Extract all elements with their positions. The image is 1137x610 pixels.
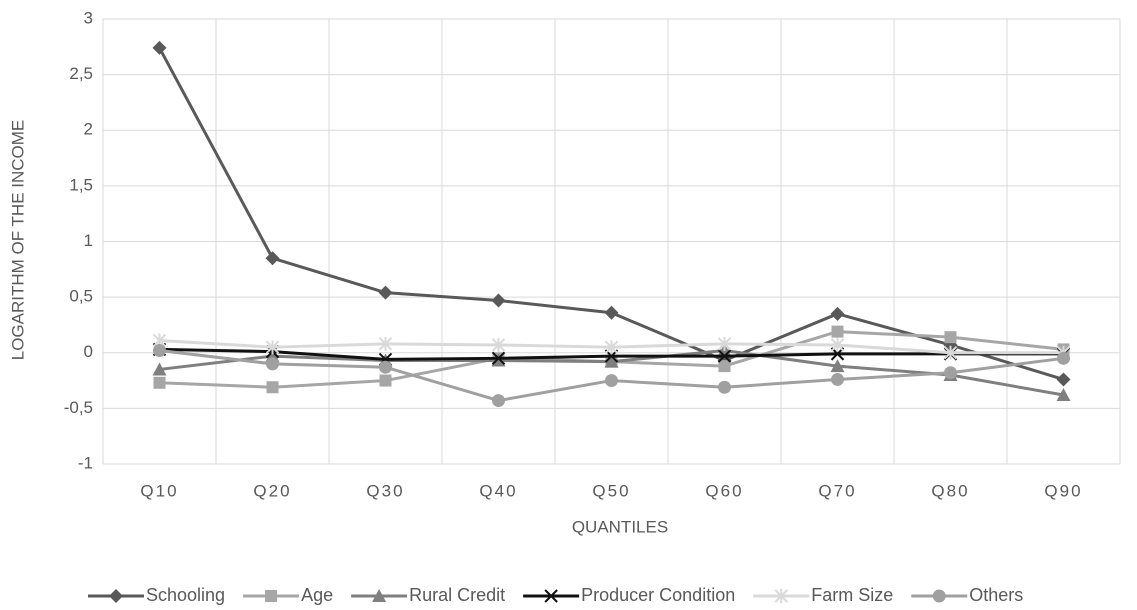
y-tick-label: 2 [84, 120, 93, 139]
marker-circle [1057, 351, 1070, 365]
y-tick-label: -1 [78, 453, 93, 472]
marker-diamond [830, 306, 845, 321]
marker-circle [718, 380, 731, 394]
y-tick-label: -0,5 [64, 398, 93, 417]
marker-square [944, 331, 957, 344]
legend-label: Rural Credit [409, 585, 505, 605]
legend-label: Schooling [146, 585, 225, 605]
marker-triangle [491, 353, 506, 367]
marker-star [265, 340, 280, 355]
marker-star [943, 345, 958, 360]
y-tick-label: 1,5 [69, 175, 93, 194]
x-tick-label: Q20 [253, 481, 291, 500]
marker-circle [492, 394, 505, 408]
marker-diamond [109, 589, 123, 603]
marker-triangle [830, 359, 845, 373]
x-axis-title: QUANTILES [572, 517, 668, 536]
marker-x [717, 349, 732, 363]
marker-star [378, 336, 393, 351]
marker-x [544, 589, 558, 603]
marker-star [774, 589, 788, 603]
marker-square [153, 376, 166, 389]
x-tick-label: Q70 [818, 481, 856, 500]
marker-diamond [265, 251, 280, 266]
marker-square [718, 360, 731, 373]
x-tick-label: Q60 [705, 481, 743, 500]
y-tick-label: 1 [84, 231, 93, 250]
x-tick-label: Q40 [479, 481, 517, 500]
x-tick-label: Q50 [592, 481, 630, 500]
y-tick-label: 2,5 [69, 64, 93, 83]
marker-circle [379, 360, 392, 374]
marker-triangle [1056, 388, 1071, 402]
legend-label: Age [301, 585, 333, 605]
marker-diamond [491, 293, 506, 308]
x-tick-label: Q80 [931, 481, 969, 500]
x-tick-label: Q90 [1044, 481, 1082, 500]
marker-circle [944, 366, 957, 380]
legend-label: Producer Condition [581, 585, 735, 605]
marker-circle [605, 374, 618, 388]
marker-diamond [152, 40, 167, 55]
y-tick-label: 3 [84, 8, 93, 27]
marker-square [379, 374, 392, 387]
marker-star [604, 340, 619, 355]
marker-circle [831, 372, 844, 386]
marker-star [830, 337, 845, 352]
marker-triangle [372, 589, 387, 602]
marker-diamond [1056, 372, 1071, 387]
marker-square [265, 590, 278, 602]
x-tick-label: Q10 [140, 481, 178, 500]
marker-square [266, 381, 279, 394]
marker-diamond [604, 305, 619, 320]
y-axis-title: LOGARITHM OF THE INCOME [8, 120, 27, 361]
marker-triangle [604, 354, 619, 368]
marker-circle [266, 357, 279, 371]
y-tick-label: 0,5 [69, 287, 93, 306]
marker-x [491, 351, 506, 366]
marker-star [717, 336, 732, 351]
legend-label: Others [969, 585, 1023, 605]
x-tick-label: Q30 [366, 481, 404, 500]
legend-label: Farm Size [811, 585, 893, 605]
marker-square [831, 325, 844, 338]
y-tick-label: 0 [84, 342, 93, 361]
marker-triangle [152, 362, 167, 376]
marker-star [491, 337, 506, 352]
marker-diamond [378, 285, 393, 300]
marker-circle [153, 344, 166, 358]
series-line [158, 47, 1064, 381]
marker-circle [932, 589, 946, 603]
